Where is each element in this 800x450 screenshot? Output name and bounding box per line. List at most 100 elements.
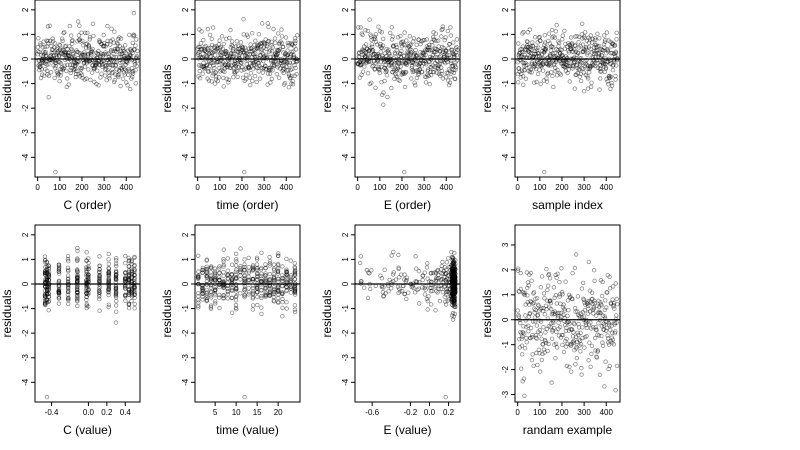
data-point [538,285,544,290]
data-point [129,76,134,81]
data-point [109,53,114,59]
y-tick-label: -3 [181,354,190,362]
data-point [263,276,268,281]
data-point [110,48,115,54]
data-point [237,59,243,65]
data-point [123,59,129,65]
data-point [124,68,129,73]
data-point [523,302,528,307]
data-point [132,272,137,278]
data-point [76,37,82,43]
x-tick-label: 5 [213,408,218,417]
data-point [403,60,409,66]
y-tick-label: -1 [501,79,510,87]
data-point [59,65,64,70]
data-point [106,290,111,295]
data-point [448,25,453,30]
data-point [386,50,391,55]
data-point [448,68,453,73]
data-point [424,265,430,270]
data-point [46,270,51,275]
data-point [611,51,616,56]
data-point [424,62,429,67]
data-point [201,64,206,69]
data-point [378,49,383,54]
data-point [201,65,207,70]
data-point [389,60,394,65]
data-point [255,43,260,48]
data-point [62,63,68,68]
data-point [248,46,254,51]
data-point [261,45,266,50]
data-point [599,53,604,58]
data-point [387,51,392,56]
data-point [591,62,596,68]
data-point [255,45,261,50]
data-point [239,47,244,52]
data-point [267,290,272,295]
data-point [65,52,70,57]
data-point [57,53,62,58]
data-point [425,261,430,266]
data-point [355,61,360,66]
data-point [67,62,73,68]
data-point [61,48,67,53]
data-point [83,45,89,51]
data-point [586,358,591,363]
data-point [71,67,76,72]
data-point [440,26,445,32]
data-point [106,266,111,271]
data-point [57,60,62,65]
data-point [588,364,593,369]
data-point [539,64,544,69]
data-point [267,277,272,282]
data-point [578,349,583,354]
data-point [578,59,583,65]
data-point [283,59,288,65]
data-point [229,287,235,293]
data-point [251,62,257,68]
data-point [43,270,48,276]
data-point [570,63,575,68]
data-point [369,268,374,273]
data-point [65,254,71,259]
data-point [605,47,611,53]
data-point [400,60,405,65]
data-point [76,59,81,64]
data-point [119,65,125,71]
data-point [271,274,277,279]
data-point [84,301,89,307]
data-point [410,67,415,73]
data-point [65,297,71,303]
data-point [543,47,548,52]
data-point [361,52,366,58]
data-point [90,46,95,52]
data-point [113,72,118,77]
data-point [242,288,247,293]
data-point [540,55,546,61]
data-point [562,28,567,33]
data-point [36,63,41,68]
data-point [378,45,384,50]
data-point [591,268,597,273]
data-point [292,44,297,49]
data-point [608,86,613,91]
data-point [433,60,438,66]
data-point [65,301,71,307]
data-point [573,49,579,54]
data-point [208,273,214,278]
x-axis-title: time (order) [216,198,278,212]
data-point [386,59,392,65]
data-point [540,68,546,73]
data-point [553,54,558,59]
data-point [242,78,247,83]
data-point [84,294,89,300]
data-point [238,40,244,45]
data-point [394,68,399,73]
data-point [108,48,114,53]
data-point [99,71,104,76]
data-point [601,61,606,66]
data-point [249,46,254,51]
data-point [47,23,52,28]
data-point [562,46,568,51]
